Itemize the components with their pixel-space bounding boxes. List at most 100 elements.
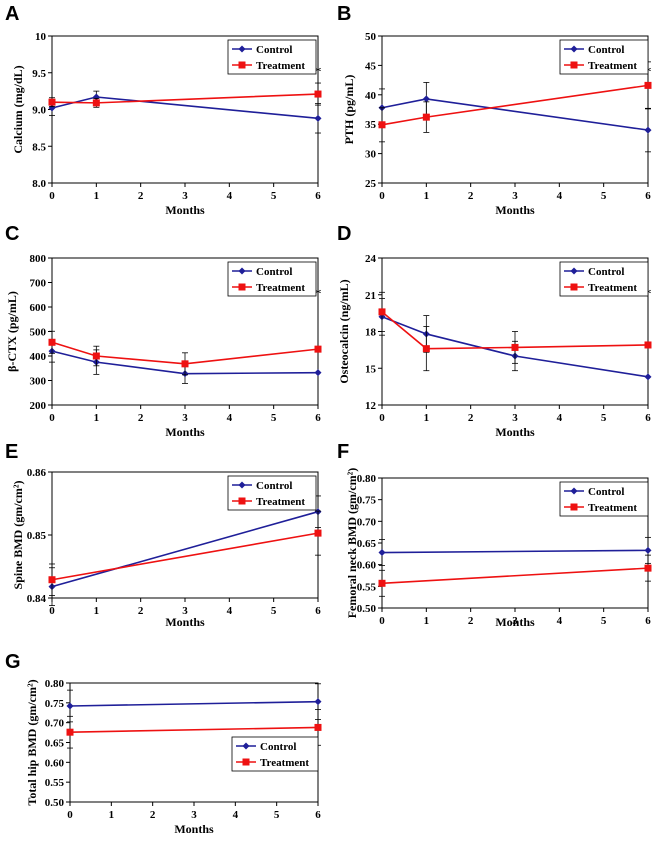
- y-tick-label: 18: [365, 327, 377, 339]
- x-tick-label: 3: [182, 190, 188, 202]
- y-tick-label: 0.70: [357, 516, 377, 528]
- y-tick-label: 25: [365, 178, 377, 190]
- legend: Control Treatment: [227, 39, 317, 75]
- x-tick-label: 3: [512, 412, 518, 424]
- data-point-diamond: [644, 373, 652, 381]
- y-tick-label: 500: [30, 327, 47, 339]
- chart-panel-a: A 8.0 8.5 9.0 9.5 10 0 1 2 3 4 5 6 Months Calcium (mg/…: [5, 3, 322, 217]
- x-tick-label: 0: [67, 809, 73, 821]
- y-axis-label: PTH (pg/mL): [342, 75, 356, 145]
- x-tick-label: 4: [227, 190, 233, 202]
- y-tick-label: 0.75: [45, 698, 65, 710]
- series-control: [378, 536, 652, 566]
- y-tick-label: 9.5: [32, 68, 46, 80]
- legend-marker-square: [570, 283, 578, 291]
- data-point-square: [378, 579, 386, 587]
- x-tick-label: 2: [138, 605, 144, 617]
- legend-marker-square: [238, 497, 246, 505]
- significance-marker: *: [315, 65, 322, 80]
- series-line: [381, 84, 649, 126]
- y-tick-label: 800: [30, 253, 47, 265]
- y-tick-label: 200: [30, 400, 47, 412]
- legend-label: Treatment: [588, 282, 637, 294]
- x-axis-label: Months: [495, 615, 535, 629]
- y-tick-label: 0.65: [45, 738, 65, 750]
- x-tick-label: 0: [379, 190, 385, 202]
- data-point-square: [48, 576, 56, 584]
- series-line: [51, 532, 319, 581]
- x-tick-label: 3: [512, 615, 518, 627]
- data-point-square: [644, 81, 652, 89]
- chart-panel-c: C 200 300 400 500 600 700 800 0 1 2 3 4 5 6 Months β-CTX…: [5, 223, 322, 439]
- x-tick-label: 0: [49, 190, 55, 202]
- y-tick-label: 9.0: [32, 105, 46, 117]
- data-point-diamond: [644, 546, 652, 554]
- series-treatment: [48, 330, 322, 376]
- x-axis-label: Months: [165, 425, 205, 439]
- legend: Control Treatment: [227, 261, 317, 297]
- panel-label: B: [337, 3, 351, 25]
- legend-marker-square: [238, 61, 246, 69]
- y-tick-label: 400: [30, 351, 47, 363]
- legend-label: Treatment: [588, 60, 637, 72]
- legend-label: Treatment: [588, 502, 637, 514]
- y-tick-label: 0.86: [27, 467, 47, 479]
- y-tick-label: 600: [30, 302, 47, 314]
- y-tick-label: 0.55: [357, 581, 377, 593]
- legend-label: Control: [260, 741, 296, 753]
- panel-label: C: [5, 223, 19, 245]
- data-point-square: [422, 113, 430, 121]
- data-point-square: [314, 529, 322, 537]
- legend: Control Treatment: [559, 39, 649, 75]
- data-point-square: [314, 723, 322, 731]
- data-point-square: [378, 121, 386, 129]
- y-tick-label: 0.60: [357, 560, 377, 572]
- series-line: [51, 350, 319, 375]
- x-tick-label: 4: [557, 412, 563, 424]
- x-tick-label: 3: [512, 190, 518, 202]
- legend-marker-diamond: [570, 45, 578, 53]
- x-tick-label: 1: [94, 605, 100, 617]
- legend: Control Treatment: [227, 475, 317, 511]
- data-point-square: [644, 341, 652, 349]
- series-line: [381, 98, 649, 131]
- legend: Control Treatment: [231, 736, 319, 772]
- legend-marker-diamond: [570, 267, 578, 275]
- y-tick-label: 24: [365, 253, 377, 265]
- data-point-square: [511, 343, 519, 351]
- data-point-square: [422, 345, 430, 353]
- y-tick-label: 45: [365, 60, 377, 72]
- series-line: [51, 341, 319, 365]
- x-tick-label: 5: [271, 605, 277, 617]
- x-tick-label: 0: [49, 412, 55, 424]
- x-tick-label: 1: [109, 809, 115, 821]
- x-tick-label: 1: [424, 190, 430, 202]
- y-tick-label: 700: [30, 278, 47, 290]
- legend-label: Treatment: [256, 60, 305, 72]
- data-point-square: [314, 345, 322, 353]
- panel-label: A: [5, 3, 19, 25]
- x-tick-label: 4: [227, 605, 233, 617]
- series-line: [69, 726, 319, 733]
- data-point-square: [92, 352, 100, 360]
- y-tick-label: 40: [365, 90, 377, 102]
- y-axis-label: Spine BMD (gm/cm²): [11, 481, 25, 590]
- x-tick-label: 4: [227, 412, 233, 424]
- data-point-diamond: [644, 126, 652, 134]
- data-point-diamond: [314, 369, 322, 377]
- series-treatment: [48, 82, 322, 108]
- series-treatment: [66, 709, 322, 749]
- y-tick-label: 0.50: [45, 797, 65, 809]
- series-treatment: [48, 510, 322, 596]
- legend: Control Treatment: [559, 261, 649, 297]
- legend-label: Control: [588, 486, 624, 498]
- y-axis-label: Femoral neck BMD (gm/cm²): [345, 468, 359, 619]
- y-tick-label: 8.0: [32, 178, 46, 190]
- data-point-diamond: [314, 698, 322, 706]
- legend-marker-diamond: [238, 481, 246, 489]
- series-control: [378, 82, 652, 153]
- x-tick-label: 3: [191, 809, 197, 821]
- x-tick-label: 1: [94, 190, 100, 202]
- legend-marker-square: [570, 503, 578, 511]
